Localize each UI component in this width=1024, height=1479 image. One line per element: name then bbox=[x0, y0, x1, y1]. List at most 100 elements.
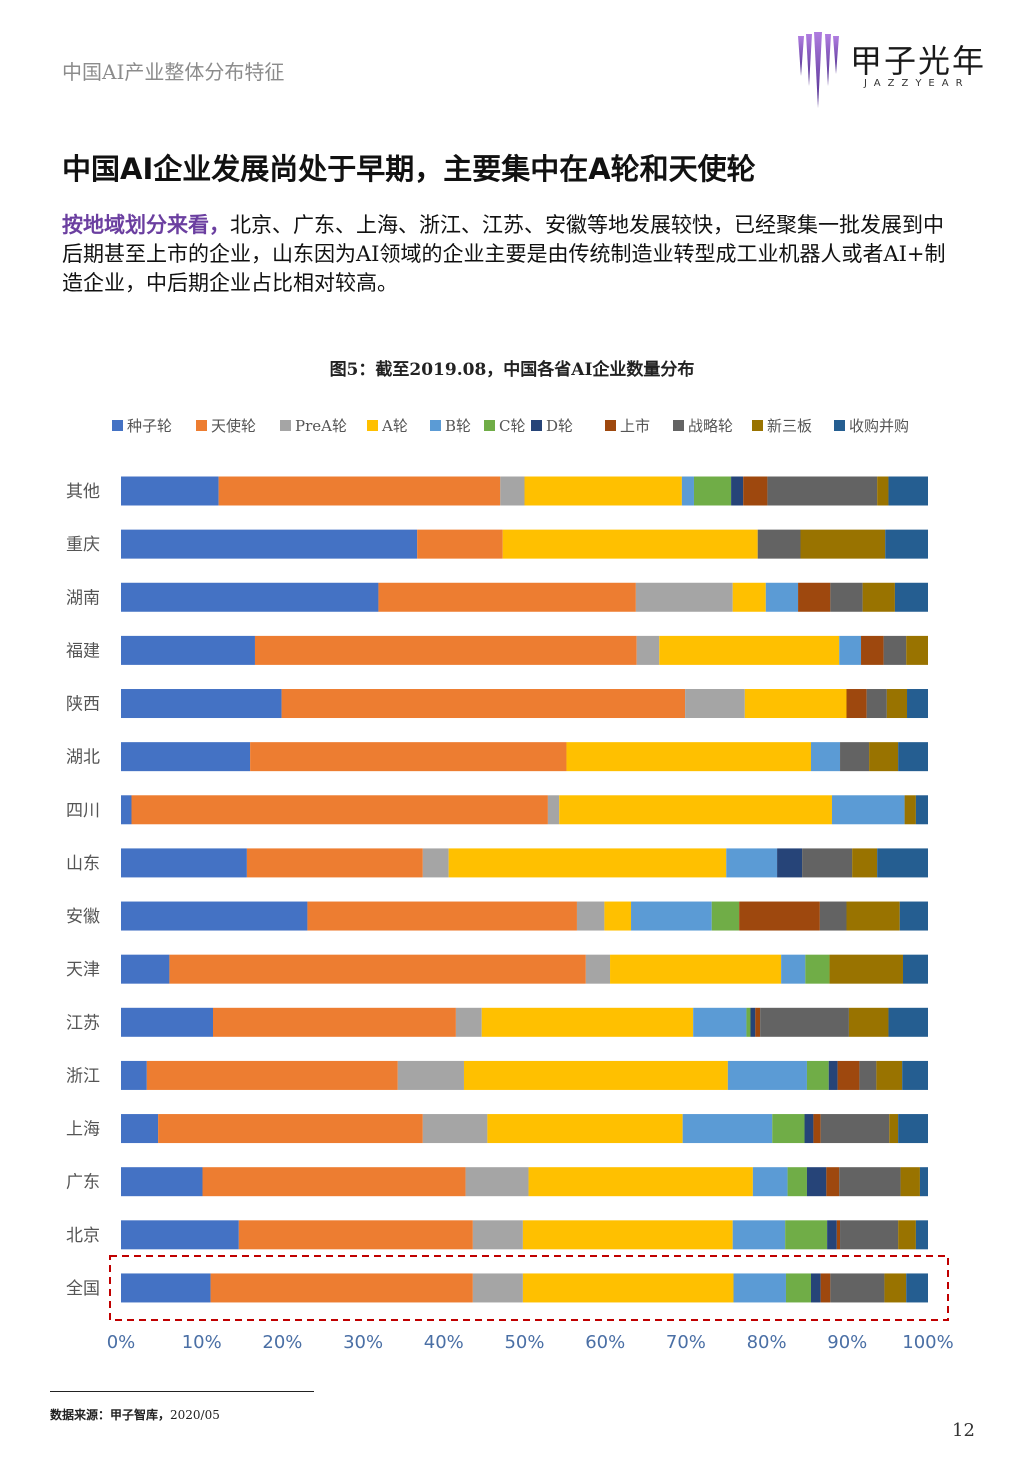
legend-label: 天使轮 bbox=[211, 417, 256, 435]
bar-segment bbox=[902, 1060, 928, 1090]
bar-segment bbox=[919, 1167, 928, 1197]
category-label: 重庆 bbox=[66, 535, 100, 555]
bar-segment bbox=[169, 954, 586, 984]
bar-segment bbox=[121, 848, 247, 878]
category-label: 全国 bbox=[66, 1279, 100, 1299]
brand-logo: 甲子光年 JAZZYEAR bbox=[792, 28, 992, 108]
bar-segment bbox=[806, 1060, 829, 1090]
bar-segment bbox=[899, 901, 928, 931]
bar-segment bbox=[840, 1220, 899, 1250]
bar-segment bbox=[307, 901, 577, 931]
bar-segment bbox=[121, 529, 418, 559]
bar-segment bbox=[804, 1114, 814, 1144]
x-tick-label: 100% bbox=[902, 1332, 953, 1353]
bar-segment bbox=[746, 1007, 751, 1037]
bar-segment bbox=[898, 1114, 928, 1144]
bar-segment bbox=[877, 848, 928, 878]
bar-segment bbox=[659, 635, 840, 665]
bar-segment bbox=[785, 1220, 828, 1250]
bar-segment bbox=[121, 1114, 159, 1144]
bar-segment bbox=[731, 476, 744, 506]
bar-segment bbox=[828, 1060, 838, 1090]
bar-segment bbox=[869, 742, 899, 772]
legend-swatch bbox=[112, 420, 123, 431]
bar-segment bbox=[884, 1273, 907, 1303]
bar-segment bbox=[787, 1167, 807, 1197]
bar-segment bbox=[422, 848, 449, 878]
bar-segment bbox=[158, 1114, 423, 1144]
bar-segment bbox=[852, 848, 878, 878]
bar-segment bbox=[802, 848, 853, 878]
bar-segment bbox=[727, 1060, 807, 1090]
bar-segment bbox=[472, 1273, 523, 1303]
bar-segment bbox=[810, 1273, 821, 1303]
bar-segment bbox=[798, 582, 831, 612]
legend-swatch bbox=[367, 420, 378, 431]
bar-segment bbox=[866, 689, 887, 719]
bar-segment bbox=[576, 901, 605, 931]
chart-title: 图5：截至2019.08，中国各省AI企业数量分布 bbox=[329, 360, 695, 380]
legend-label: D轮 bbox=[546, 417, 573, 435]
category-label: 其他 bbox=[66, 482, 100, 502]
category-label: 湖南 bbox=[66, 588, 100, 608]
bar-segment bbox=[121, 1167, 203, 1197]
bar-segment bbox=[397, 1060, 464, 1090]
category-label: 湖北 bbox=[66, 748, 100, 768]
bar-segment bbox=[883, 635, 907, 665]
x-tick-label: 90% bbox=[827, 1332, 867, 1353]
bar-segment bbox=[829, 954, 903, 984]
x-tick-label: 70% bbox=[666, 1332, 706, 1353]
category-label: 浙江 bbox=[66, 1066, 100, 1086]
bar-segment bbox=[757, 529, 801, 559]
category-label: 广东 bbox=[66, 1173, 100, 1193]
bar-segment bbox=[636, 635, 660, 665]
bar-segment bbox=[559, 795, 832, 825]
paragraph-lead: 按地域划分来看， bbox=[62, 212, 230, 237]
bar-segment bbox=[585, 954, 611, 984]
bar-segment bbox=[760, 1007, 849, 1037]
bar-segment bbox=[500, 476, 525, 506]
paragraph-text: 北京、广东、上海、浙江、江苏、安徽等地发展较快，已经聚集一批发展到中后期甚至上市… bbox=[62, 213, 946, 295]
highlight-box bbox=[109, 1254, 949, 1321]
section-title: 中国AI产业整体分布特征 bbox=[62, 60, 285, 84]
legend-swatch bbox=[196, 420, 207, 431]
bar-segment bbox=[820, 1114, 890, 1144]
bar-segment bbox=[121, 635, 255, 665]
x-tick-label: 20% bbox=[262, 1332, 302, 1353]
bar-segment bbox=[238, 1220, 473, 1250]
category-label: 四川 bbox=[66, 801, 100, 821]
bar-segment bbox=[732, 1220, 786, 1250]
bar-segment bbox=[831, 795, 905, 825]
category-label: 上海 bbox=[66, 1120, 100, 1140]
bar-segment bbox=[902, 954, 928, 984]
bar-segment bbox=[685, 689, 745, 719]
bar-segment bbox=[254, 635, 637, 665]
bar-segment bbox=[877, 476, 889, 506]
bar-segment bbox=[448, 848, 727, 878]
legend-label: 种子轮 bbox=[127, 417, 172, 435]
bar-segment bbox=[876, 1060, 903, 1090]
bar-segment bbox=[813, 1114, 821, 1144]
legend-swatch bbox=[605, 420, 616, 431]
bar-segment bbox=[422, 1114, 488, 1144]
bar-segment bbox=[915, 1220, 928, 1250]
bar-segment bbox=[840, 742, 870, 772]
legend-swatch bbox=[752, 420, 763, 431]
category-label: 福建 bbox=[66, 641, 100, 661]
legend-swatch bbox=[531, 420, 542, 431]
bar-segment bbox=[800, 529, 886, 559]
x-tick-label: 10% bbox=[182, 1332, 222, 1353]
bar-segment bbox=[805, 954, 830, 984]
bar-segment bbox=[711, 901, 740, 931]
bar-segment bbox=[826, 1167, 840, 1197]
page-number: 12 bbox=[952, 1420, 975, 1441]
bar-segment bbox=[246, 848, 423, 878]
category-label: 安徽 bbox=[66, 907, 100, 927]
bar-segment bbox=[755, 1007, 761, 1037]
bar-segment bbox=[524, 476, 682, 506]
bar-segment bbox=[739, 901, 820, 931]
category-label: 北京 bbox=[66, 1226, 100, 1246]
legend-label: C轮 bbox=[499, 417, 525, 435]
bar-segment bbox=[837, 1060, 860, 1090]
bar-segment bbox=[693, 476, 732, 506]
